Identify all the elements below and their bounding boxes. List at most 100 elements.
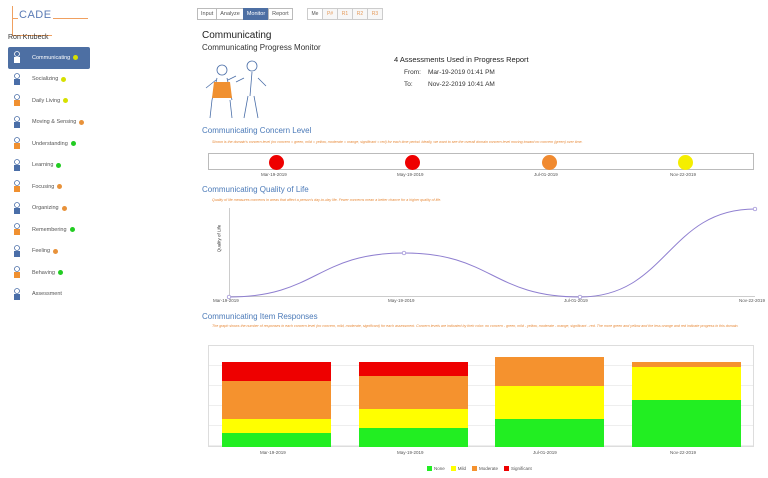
sidebar-item[interactable]: Assessment [8,284,90,306]
bar-segment [632,399,741,447]
user-name: Ron Krubeck [8,34,49,41]
qol-point [226,294,232,300]
domain-icon [10,50,25,65]
sidebar-item-label: Organizing [32,205,59,212]
concern-point [405,155,420,170]
sidebar-item-label: Socializing [32,76,59,83]
sidebar-item-label: Communicating [32,54,71,61]
status-dot [57,270,63,276]
bar-x-label: Nov-22-2019 [670,450,697,455]
qol-point [752,206,758,212]
bar-x-label: Mar-19-2019 [260,450,286,455]
qol-line [228,208,756,298]
qol-title: Communicating Quality of Life [202,185,309,194]
legend-label: Mild [457,466,467,471]
sidebar-item-label: Behaving [32,269,55,276]
from-label: From: [404,69,421,76]
bar-segment [632,362,741,367]
status-dot [57,184,63,190]
sidebar-item[interactable]: Remembering [8,219,90,241]
from-date: Mar-19-2019 01:41 PM [428,69,495,76]
sidebar: Communicating Socializing Daily Living Movi… [8,47,90,305]
version-tab[interactable]: R3 [367,8,383,20]
report-heading: 4 Assessments Used in Progress Report [394,55,529,64]
qol-point [401,250,407,256]
sidebar-item-label: Remembering [32,226,67,233]
status-dot [73,55,79,61]
to-label: To: [404,81,413,88]
sidebar-item-label: Focusing [32,183,55,190]
domain-icon [10,222,25,237]
bar-segment [359,428,468,447]
qol-x-label: Nov-22-2019 [739,298,766,303]
bar-segment [359,376,468,410]
report-range: From: Mar-19-2019 01:41 PM To: Nov-22-2019… [404,67,495,91]
status-dot [61,205,67,211]
concern-point [542,155,557,170]
sidebar-item-label: Understanding [32,140,68,147]
items-desc: The graph shows the number of responses … [212,324,739,328]
legend-swatch [504,466,510,471]
domain-icon [10,72,25,87]
items-legend: None Mild Moderate Significant [427,466,538,471]
legend-label: Moderate [479,466,499,471]
domain-icon [10,93,25,108]
concern-x-label: Nov-22-2019 [670,172,697,177]
sidebar-item[interactable]: Understanding [8,133,90,155]
sidebar-item[interactable]: Daily Living [8,90,90,112]
legend-label: None [434,466,445,471]
domain-icon [10,158,25,173]
sidebar-item-label: Daily Living [32,97,61,104]
logo-text: CADE [18,9,53,21]
concern-track [208,153,754,170]
concern-x-label: Jul-01-2019 [534,172,558,177]
bar-segment [632,366,741,400]
tab-report[interactable]: Report [268,8,293,20]
sidebar-item-label: Assessment [32,291,62,298]
qol-x-label: May-19-2019 [388,298,415,303]
bar-segment [222,380,331,419]
qol-x-label: Mar-19-2019 [213,298,239,303]
items-title: Communicating Item Responses [202,312,318,321]
bar-segment [495,357,604,386]
sidebar-item-label: Learning [32,162,54,169]
domain-icon [10,136,25,151]
domain-icon [10,201,25,216]
qol-point [577,294,583,300]
bar-x-label: Jul-01-2019 [533,450,557,455]
app-logo[interactable]: CADE [6,3,88,39]
bar-segment [359,362,468,377]
status-dot [70,141,76,147]
concern-desc: Shown is the domain's concern level (no … [212,140,583,144]
concern-point [678,155,693,170]
sidebar-item[interactable]: Behaving [8,262,90,284]
legend-item: Moderate [472,466,498,471]
sidebar-item[interactable]: Learning [8,155,90,177]
sidebar-item[interactable]: Moving & Sensing [8,112,90,134]
to-date: Nov-22-2019 10:41 AM [428,81,495,88]
status-dot [63,98,69,104]
page-title: Communicating [202,30,272,41]
bar-segment [222,432,331,447]
status-dot [79,119,85,125]
sidebar-item-label: Moving & Sensing [32,119,77,126]
domain-icon [10,265,25,280]
sidebar-item[interactable]: Feeling [8,241,90,263]
legend-swatch [450,466,456,471]
sidebar-item[interactable]: Socializing [8,69,90,91]
qol-x-label: Jul-01-2019 [564,298,588,303]
page-subtitle: Communicating Progress Monitor [202,43,321,52]
sidebar-item[interactable]: Communicating [8,47,90,69]
status-dot [56,162,62,168]
sidebar-item[interactable]: Organizing [8,198,90,220]
status-dot [53,248,59,254]
legend-item: Significant [504,466,532,471]
bar-segment [359,409,468,429]
bar-segment [495,385,604,419]
legend-swatch [427,466,432,471]
people-illustration-icon [205,60,267,119]
legend-item: Mild [450,466,467,471]
sidebar-item[interactable]: Focusing [8,176,90,198]
bar-segment [222,362,331,381]
concern-x-label: Mar-19-2019 [261,172,287,177]
